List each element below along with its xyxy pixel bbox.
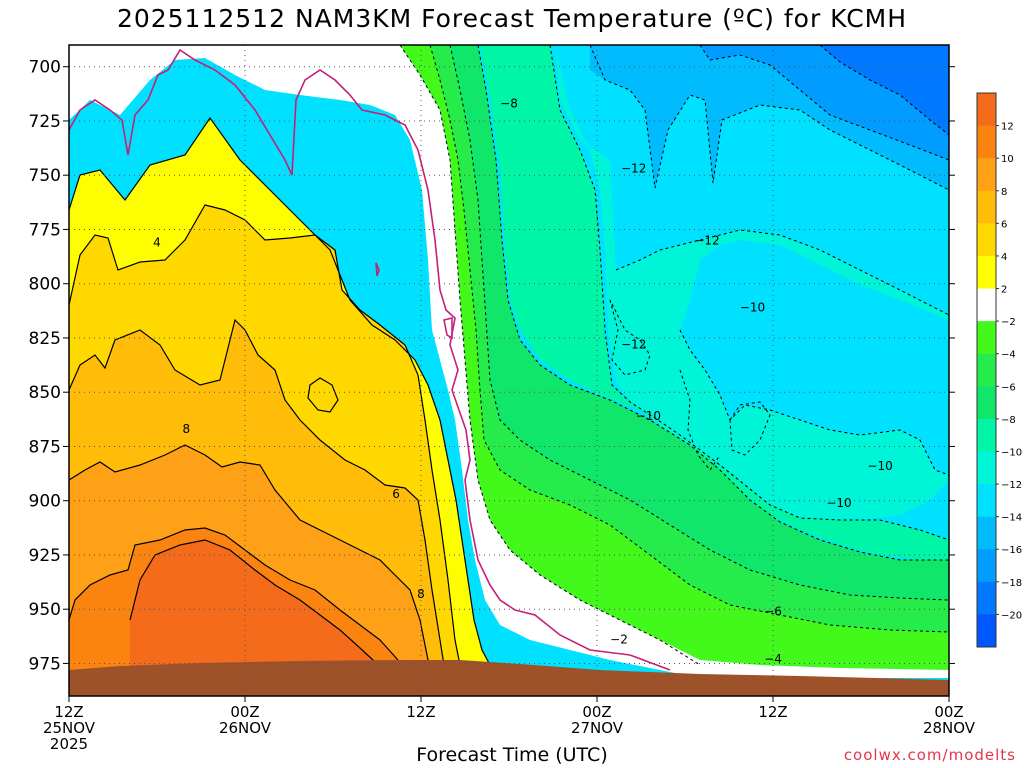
x-tick-label: 25NOV (43, 719, 96, 737)
x-tick-label: 26NOV (219, 719, 272, 737)
plot-frame (68, 44, 950, 697)
colorbar-swatch (977, 549, 996, 583)
colorbar-label: 2 (1001, 285, 1007, 296)
isotherm-zero (69, 48, 671, 671)
y-axis: 700 725 750 775 800 825 850 875 900 925 950 975 (29, 58, 955, 674)
y-tick-label: 950 (29, 600, 61, 620)
y-tick-label: 875 (29, 437, 61, 457)
colorbar-label: −14 (1001, 513, 1022, 524)
contour-label: −12 (621, 162, 646, 176)
colorbar-label: −16 (1001, 545, 1022, 556)
colorbar-label: 8 (1001, 187, 1007, 198)
contour-label: −10 (740, 301, 765, 315)
colorbar-swatch (977, 484, 996, 518)
field-band-m6 (430, 45, 949, 632)
colorbar-label: 6 (1001, 219, 1007, 230)
contour-label: −6 (764, 604, 782, 618)
y-tick-label: 975 (29, 654, 61, 674)
colorbar-swatch (977, 353, 996, 387)
colorbar-label: −8 (1001, 415, 1016, 426)
field-band-m14-pocket (680, 240, 949, 475)
contour-label: 8 (183, 422, 191, 436)
y-tick-label: 800 (29, 275, 61, 295)
colorbar-frame (976, 92, 997, 648)
colorbar-swatch (977, 451, 996, 485)
colorbar-swatch (977, 190, 996, 224)
field-band-m20 (820, 45, 949, 135)
field-band-zero (69, 45, 949, 678)
colorbar-label: −12 (1001, 480, 1022, 491)
colorbar-label: −2 (1001, 317, 1016, 328)
contour-labels: 4 8 6 8 −8 −12 −12 −10 −12 −10 −10 −10 −6 −4 −2 (153, 97, 893, 667)
colorbar-swatch (977, 288, 996, 322)
colorbar-label: −18 (1001, 578, 1022, 589)
y-tick-label: 725 (29, 112, 61, 132)
x-tick-label: 12Z (406, 703, 435, 721)
colorbar-swatch (977, 418, 996, 452)
y-tick-label: 700 (29, 58, 61, 78)
colorbar-label: −6 (1001, 382, 1016, 393)
colorbar-label: 4 (1001, 252, 1007, 263)
contour-label: 4 (153, 235, 161, 249)
contour-label: −2 (610, 633, 628, 647)
colorbar-label: 10 (1001, 154, 1014, 165)
colorbar-swatch (977, 223, 996, 257)
colorbar-swatch (977, 516, 996, 550)
colorbar-swatch (977, 255, 996, 290)
contour-label: −10 (867, 459, 892, 473)
colorbar-swatch (977, 581, 996, 615)
x-tick-label: 00Z (934, 703, 963, 721)
y-tick-label: 825 (29, 329, 61, 349)
colorbar-swatch (977, 614, 996, 648)
field-band-m10 (480, 45, 949, 560)
colorbar-swatch (977, 321, 996, 355)
x-tick-label: 28NOV (923, 719, 976, 737)
x-axis-label: Forecast Time (UTC) (416, 744, 608, 766)
colorbar-swatch (977, 158, 996, 192)
y-tick-label: 850 (29, 383, 61, 403)
field-band-p12 (130, 540, 375, 668)
contour-label: −12 (694, 233, 719, 247)
contour-label: 8 (417, 587, 425, 601)
x-tick-label: 27NOV (571, 719, 624, 737)
contour-label: 6 (392, 487, 400, 501)
colorbar-swatch (977, 93, 996, 127)
gridlines (69, 45, 949, 696)
colorbar-label: 12 (1001, 122, 1014, 133)
x-tick-label: 00Z (582, 703, 611, 721)
field-band-m4 (400, 45, 949, 670)
y-tick-label: 775 (29, 220, 61, 240)
colorbar-swatch (977, 386, 996, 420)
site-credit[interactable]: coolwx.com/modelts (843, 746, 1016, 764)
field-band-m8 (450, 45, 949, 600)
contour-label: −8 (500, 97, 518, 111)
contour-label: −10 (636, 409, 661, 423)
y-tick-label: 900 (29, 492, 61, 512)
x-tick-label: 12Z (758, 703, 787, 721)
cold-contours (399, 45, 949, 666)
isotherm-zero-island (375, 262, 453, 340)
chart-title: 2025112512 NAM3KM Forecast Temperature (… (116, 4, 908, 33)
colorbar-label: −4 (1001, 350, 1016, 361)
plot-area: 4 8 6 8 −8 −12 −12 −10 −12 −10 −10 −10 −6 −4 −2 (69, 45, 949, 696)
y-tick-label: 925 (29, 546, 61, 566)
terrain-ground (69, 660, 949, 696)
colorbar-label: −20 (1001, 610, 1022, 621)
x-tick-label: 12Z (54, 703, 83, 721)
colorbar-label: −10 (1001, 447, 1022, 458)
x-tick-label: 2025 (50, 735, 88, 753)
contour-label: −12 (621, 337, 646, 351)
contour-label: −10 (826, 496, 851, 510)
colorbar-swatch (977, 125, 996, 159)
x-tick-label: 00Z (230, 703, 259, 721)
contour-label: −4 (764, 652, 782, 666)
colorbar: 12 10 8 6 4 2 −2 −4 −6 −8 −10 −12 −14 −16 −18 −20 (976, 92, 1022, 648)
y-tick-label: 750 (29, 166, 61, 186)
